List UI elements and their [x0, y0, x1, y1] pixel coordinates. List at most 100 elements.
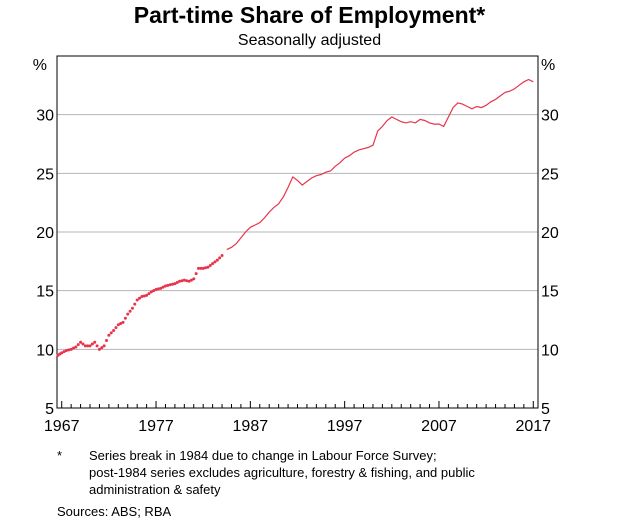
data-point: [208, 263, 212, 267]
data-point: [194, 272, 198, 276]
series-post-1984: [226, 78, 534, 251]
data-point: [93, 340, 97, 344]
data-point: [79, 340, 83, 344]
y-tick-label-right: 30: [541, 108, 559, 125]
data-point: [121, 320, 125, 324]
data-point: [149, 290, 153, 294]
y-axis-unit-left: %: [33, 57, 47, 74]
data-point: [178, 279, 182, 283]
data-point: [204, 266, 208, 270]
data-point: [163, 284, 167, 288]
data-point: [145, 293, 149, 297]
data-point: [107, 333, 111, 337]
data-point: [123, 316, 127, 320]
y-tick-label-right: 15: [541, 284, 559, 301]
data-point: [206, 265, 210, 269]
y-tick-label-left: 30: [36, 108, 54, 125]
data-point: [130, 306, 134, 310]
y-tick-label-left: 25: [36, 166, 54, 183]
data-point: [83, 344, 87, 348]
data-point: [215, 258, 219, 262]
data-point: [109, 331, 113, 335]
data-point: [185, 279, 189, 283]
data-point: [182, 278, 186, 282]
data-point: [119, 322, 123, 326]
x-tick-label: 2007: [421, 418, 457, 435]
data-point: [156, 287, 160, 291]
data-point: [60, 351, 64, 355]
data-point: [142, 294, 146, 298]
data-point: [159, 286, 163, 290]
y-tick-label-right: 5: [541, 401, 550, 418]
data-point: [138, 296, 142, 300]
data-point: [175, 280, 179, 284]
data-point: [147, 292, 151, 296]
footnote-line: post-1984 series excludes agriculture, f…: [89, 465, 475, 480]
data-point: [199, 266, 203, 270]
data-point: [133, 302, 137, 306]
y-tick-label-left: 10: [36, 342, 54, 359]
data-point: [220, 253, 224, 257]
series-line: [226, 78, 534, 251]
data-point: [74, 345, 78, 349]
data-point: [97, 347, 101, 351]
data-point: [90, 342, 94, 346]
data-point: [62, 350, 66, 354]
data-point: [152, 289, 156, 293]
y-tick-label-right: 25: [541, 166, 559, 183]
data-point: [81, 342, 85, 346]
y-tick-label-right: 10: [541, 342, 559, 359]
data-point: [196, 266, 200, 270]
data-point: [112, 329, 116, 333]
series-pre-1984: [56, 253, 224, 357]
data-point: [102, 344, 106, 348]
data-point: [105, 339, 109, 343]
x-tick-label: 1987: [233, 418, 269, 435]
chart-subtitle: Seasonally adjusted: [237, 32, 382, 49]
x-tick-label: 1977: [138, 418, 174, 435]
axis-ticks: 5 5 10 10 15 15 20 20 25 25 30 30 1967 1977 1987 1997 20…: [36, 108, 559, 435]
data-point: [211, 262, 215, 266]
data-point: [135, 298, 139, 302]
x-tick-label: 2017: [515, 418, 551, 435]
data-point: [173, 282, 177, 286]
data-point: [168, 283, 172, 287]
data-point: [126, 312, 130, 316]
data-point: [100, 346, 104, 350]
y-tick-label-left: 5: [45, 401, 54, 418]
footnote-text: Series break in 1984 due to change in La…: [89, 447, 597, 498]
data-point: [189, 278, 193, 282]
data-point: [154, 287, 158, 291]
x-tick-label: 1967: [44, 418, 80, 435]
grid-lines: [57, 114, 538, 350]
data-series: [56, 78, 534, 357]
sources-note: Sources: ABS; RBA: [57, 504, 172, 519]
data-point: [213, 260, 217, 264]
data-point: [161, 285, 165, 289]
footnote-marker: *: [57, 448, 63, 463]
footnote: * Series break in 1984 due to change in …: [57, 447, 597, 498]
chart-title: Part-time Share of Employment*: [133, 2, 486, 28]
data-point: [76, 343, 80, 347]
data-point: [116, 323, 120, 327]
data-point: [95, 344, 99, 348]
footnote-line: Series break in 1984 due to change in La…: [89, 448, 437, 463]
data-point: [218, 256, 222, 260]
y-tick-label-left: 20: [36, 225, 54, 242]
data-point: [180, 279, 184, 283]
y-tick-label-left: 15: [36, 284, 54, 301]
data-point: [192, 277, 196, 281]
data-point: [64, 349, 68, 353]
data-point: [201, 266, 205, 270]
data-point: [140, 295, 144, 299]
data-point: [88, 344, 92, 348]
y-axis-unit-right: %: [541, 57, 555, 74]
data-point: [72, 346, 76, 350]
data-point: [86, 344, 90, 348]
footnote-line: administration & safety: [89, 482, 221, 497]
data-point: [69, 347, 73, 351]
data-point: [171, 282, 175, 286]
data-point: [187, 279, 191, 283]
data-point: [114, 326, 118, 330]
